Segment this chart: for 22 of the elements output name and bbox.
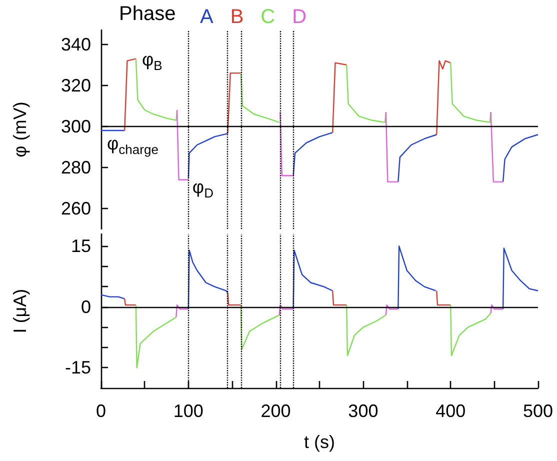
x-tick-label: 300 — [348, 401, 378, 421]
text: B — [230, 6, 244, 28]
y-tick-label: 0 — [80, 296, 91, 317]
y-tick-label: 300 — [60, 116, 91, 136]
y-tick-label: 280 — [60, 157, 91, 178]
x-tick-label: 500 — [522, 401, 554, 421]
x-tick-label: 0 — [96, 401, 106, 421]
x-axis-title: t (s) — [304, 432, 335, 452]
y-axis-title: φ (mV) — [10, 102, 30, 158]
text: A — [200, 6, 214, 28]
x-tick-label: 100 — [173, 401, 204, 421]
y-tick-label: 320 — [60, 75, 91, 96]
x-tick-label: 200 — [260, 401, 291, 421]
text: C — [260, 6, 276, 28]
y-axis-title: I (μA) — [10, 288, 30, 334]
y-tick-label: -15 — [64, 358, 91, 378]
y-tick-label: 260 — [60, 198, 91, 218]
x-tick-label: 400 — [436, 401, 466, 421]
y-tick-label: 15 — [70, 236, 91, 256]
y-tick-label: 340 — [60, 34, 91, 54]
text: D — [292, 6, 307, 28]
legend-title: Phase — [119, 3, 176, 25]
